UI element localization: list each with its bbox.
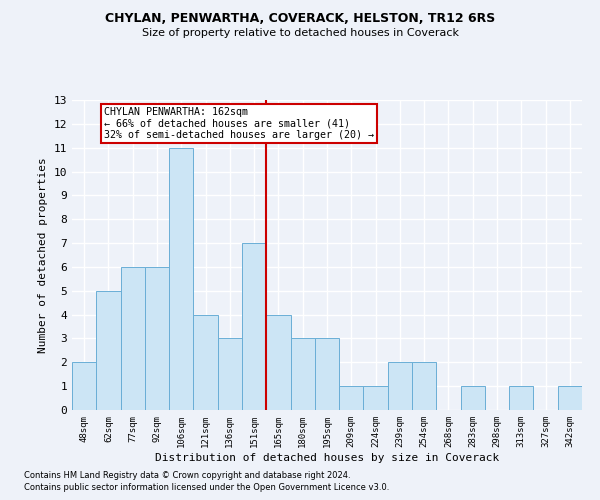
Bar: [388, 362, 412, 410]
Bar: [193, 314, 218, 410]
Bar: [412, 362, 436, 410]
Y-axis label: Number of detached properties: Number of detached properties: [38, 157, 48, 353]
Bar: [266, 314, 290, 410]
Bar: [96, 291, 121, 410]
Bar: [72, 362, 96, 410]
Text: CHYLAN, PENWARTHA, COVERACK, HELSTON, TR12 6RS: CHYLAN, PENWARTHA, COVERACK, HELSTON, TR…: [105, 12, 495, 26]
Text: Contains HM Land Registry data © Crown copyright and database right 2024.: Contains HM Land Registry data © Crown c…: [24, 471, 350, 480]
Bar: [558, 386, 582, 410]
Bar: [169, 148, 193, 410]
Bar: [315, 338, 339, 410]
Bar: [509, 386, 533, 410]
Text: Size of property relative to detached houses in Coverack: Size of property relative to detached ho…: [142, 28, 458, 38]
Bar: [121, 267, 145, 410]
Bar: [145, 267, 169, 410]
Bar: [290, 338, 315, 410]
Bar: [364, 386, 388, 410]
Text: Contains public sector information licensed under the Open Government Licence v3: Contains public sector information licen…: [24, 484, 389, 492]
Bar: [339, 386, 364, 410]
Bar: [218, 338, 242, 410]
X-axis label: Distribution of detached houses by size in Coverack: Distribution of detached houses by size …: [155, 452, 499, 462]
Text: CHYLAN PENWARTHA: 162sqm
← 66% of detached houses are smaller (41)
32% of semi-d: CHYLAN PENWARTHA: 162sqm ← 66% of detach…: [104, 107, 374, 140]
Bar: [242, 243, 266, 410]
Bar: [461, 386, 485, 410]
